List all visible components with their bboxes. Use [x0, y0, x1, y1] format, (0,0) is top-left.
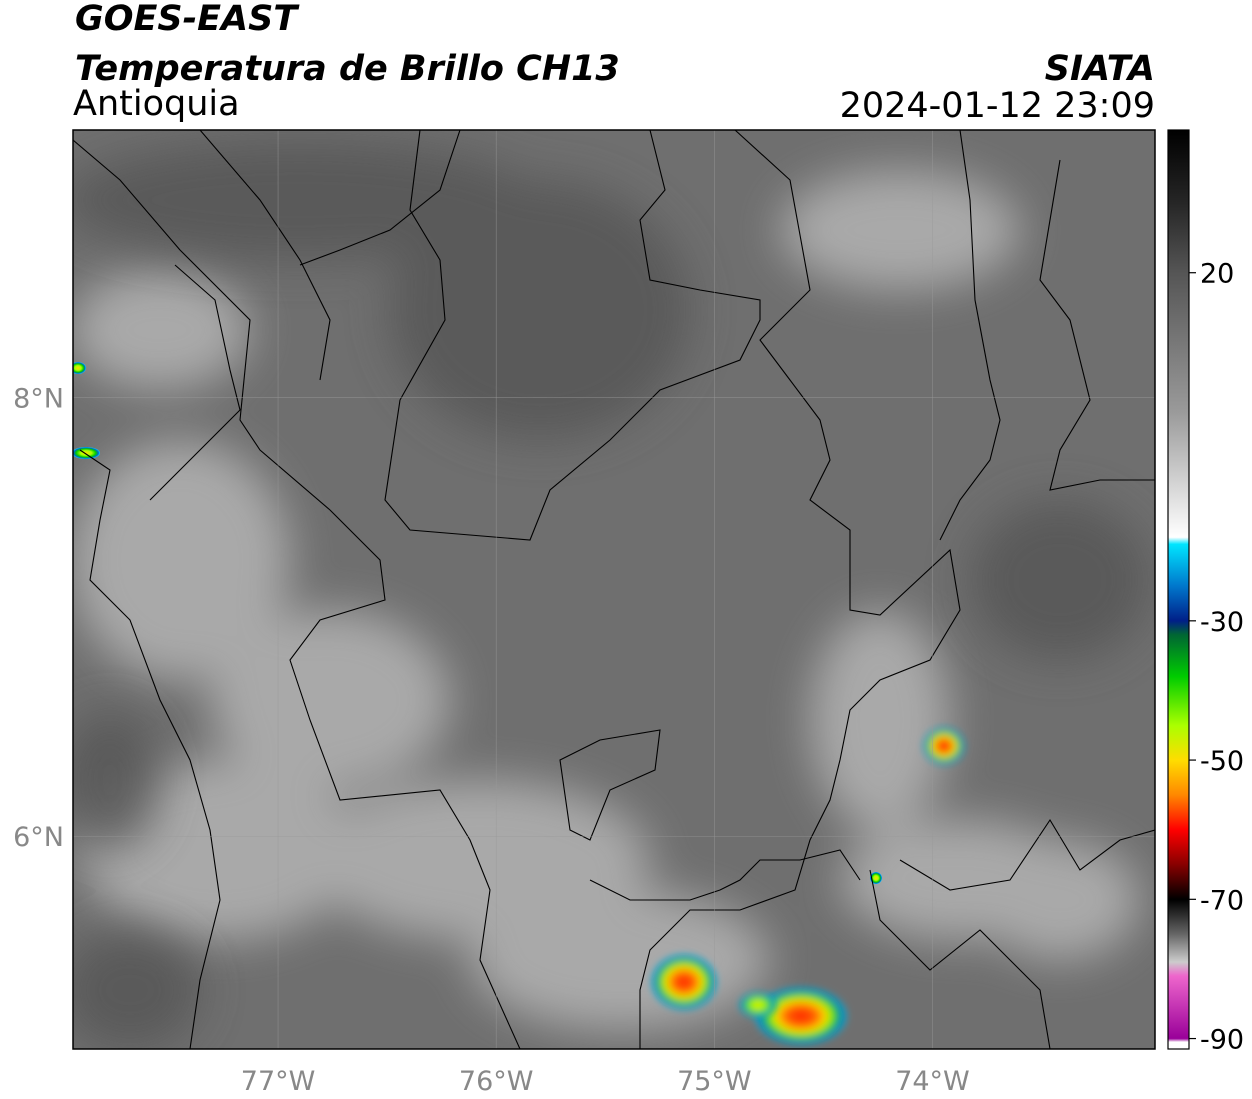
- colorbar-tick-label: -30: [1200, 607, 1244, 638]
- lon-tick-label: 77°W: [241, 1066, 316, 1097]
- lon-tick-label: 74°W: [895, 1066, 970, 1097]
- subtitle: Temperatura de Brillo CH13: [75, 49, 620, 89]
- borders: [73, 130, 1155, 1049]
- lon-tick-label: 75°W: [677, 1066, 752, 1097]
- lat-tick-label: 8°N: [13, 384, 64, 415]
- colorbar: [1167, 129, 1190, 1050]
- datetime: 2024-01-12 23:09: [840, 86, 1155, 126]
- graticule: [73, 130, 1155, 1049]
- colorbar-tick-label: -70: [1200, 885, 1244, 916]
- colorbar-tick-label: -90: [1200, 1025, 1244, 1056]
- lat-tick-label: 6°N: [13, 822, 64, 853]
- colorbar-tick-label: 20: [1200, 259, 1234, 290]
- lon-tick-label: 76°W: [459, 1066, 534, 1097]
- region: Antioquia: [73, 84, 240, 124]
- satellite-image: [73, 130, 1155, 1049]
- colorbar-tick-label: -50: [1200, 746, 1244, 777]
- source: SIATA: [1045, 49, 1155, 89]
- map-frame: [72, 129, 1156, 1050]
- title: GOES-EAST: [75, 0, 300, 39]
- storm-cells: [73, 362, 964, 1044]
